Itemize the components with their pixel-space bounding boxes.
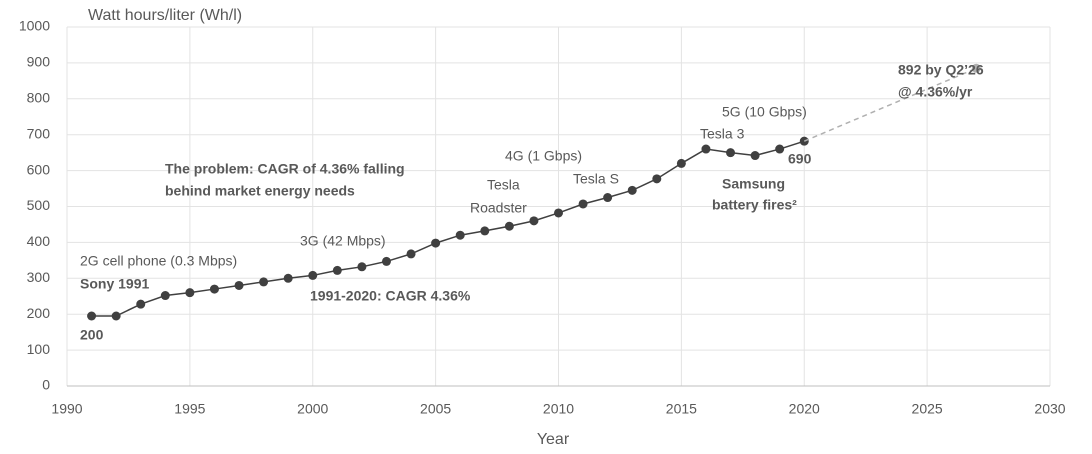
y-tick-label: 500 bbox=[27, 197, 51, 213]
x-axis-label: Year bbox=[537, 431, 570, 448]
y-tick-label: 300 bbox=[27, 269, 51, 285]
data-point bbox=[971, 63, 981, 73]
data-point bbox=[750, 151, 760, 161]
data-point bbox=[136, 299, 146, 309]
annotation: 2G cell phone (0.3 Mbps) bbox=[80, 253, 237, 269]
data-point bbox=[87, 311, 97, 321]
y-tick-label: 1000 bbox=[19, 18, 50, 34]
series-line bbox=[803, 67, 977, 142]
annotation: @ 4.36%/yr bbox=[898, 84, 973, 100]
data-point bbox=[259, 277, 269, 287]
annotation: Tesla S bbox=[573, 171, 619, 187]
y-tick-label: 600 bbox=[27, 161, 51, 177]
annotation: 1991-2020: CAGR 4.36% bbox=[310, 288, 471, 304]
x-tick-label: 2005 bbox=[420, 401, 451, 417]
y-tick-label: 100 bbox=[27, 341, 51, 357]
x-tick-label: 2010 bbox=[543, 401, 574, 417]
data-point bbox=[185, 288, 195, 298]
x-tick-label: 2000 bbox=[297, 401, 328, 417]
x-tick-label: 2015 bbox=[666, 401, 697, 417]
data-point bbox=[111, 311, 121, 321]
data-point bbox=[431, 238, 441, 248]
data-point bbox=[554, 208, 563, 218]
annotation: Roadster bbox=[470, 200, 527, 216]
y-axis-label: Watt hours/liter (Wh/l) bbox=[88, 7, 242, 24]
data-point bbox=[701, 144, 711, 154]
y-tick-label: 800 bbox=[27, 90, 51, 106]
data-point bbox=[406, 249, 416, 259]
annotation: Tesla bbox=[487, 177, 520, 193]
data-point bbox=[578, 199, 588, 209]
data-point bbox=[603, 193, 613, 203]
y-tick-label: 400 bbox=[27, 233, 51, 249]
data-point bbox=[652, 174, 662, 184]
y-tick-label: 200 bbox=[27, 305, 51, 321]
data-point bbox=[332, 265, 342, 275]
y-tick-label: 0 bbox=[42, 377, 50, 393]
annotation: behind market energy needs bbox=[165, 183, 355, 199]
annotation: Tesla 3 bbox=[700, 126, 745, 142]
annotation: 3G (42 Mbps) bbox=[300, 233, 386, 249]
data-point bbox=[283, 273, 293, 283]
y-tick-label: 700 bbox=[27, 125, 51, 141]
data-point bbox=[504, 221, 514, 231]
annotation: 4G (1 Gbps) bbox=[505, 148, 582, 164]
annotation: battery fires² bbox=[712, 197, 797, 213]
data-point bbox=[381, 256, 391, 266]
data-point bbox=[627, 185, 637, 195]
data-point bbox=[455, 230, 465, 240]
data-point bbox=[234, 280, 244, 290]
annotation: Samsung bbox=[722, 176, 785, 192]
x-tick-label: 1995 bbox=[174, 401, 205, 417]
data-point bbox=[676, 158, 686, 168]
data-point bbox=[308, 270, 318, 280]
annotation: 200 bbox=[80, 327, 104, 343]
annotation: Sony 1991 bbox=[80, 276, 149, 292]
annotation: 690 bbox=[788, 151, 812, 167]
x-tick-label: 1990 bbox=[51, 401, 82, 417]
data-point bbox=[726, 148, 736, 158]
x-tick-label: 2020 bbox=[789, 401, 820, 417]
annotation: 5G (10 Gbps) bbox=[722, 104, 807, 120]
data-point bbox=[480, 226, 490, 236]
data-point bbox=[160, 291, 170, 301]
y-tick-label: 900 bbox=[27, 54, 51, 70]
x-tick-label: 2025 bbox=[912, 401, 943, 417]
data-point bbox=[529, 216, 539, 226]
data-point bbox=[775, 144, 785, 154]
data-point bbox=[209, 284, 219, 294]
x-tick-label: 2030 bbox=[1034, 401, 1065, 417]
annotation: 892 by Q2’26 bbox=[898, 62, 984, 78]
annotation: The problem: CAGR of 4.36% falling bbox=[165, 161, 405, 177]
data-point bbox=[357, 262, 367, 272]
